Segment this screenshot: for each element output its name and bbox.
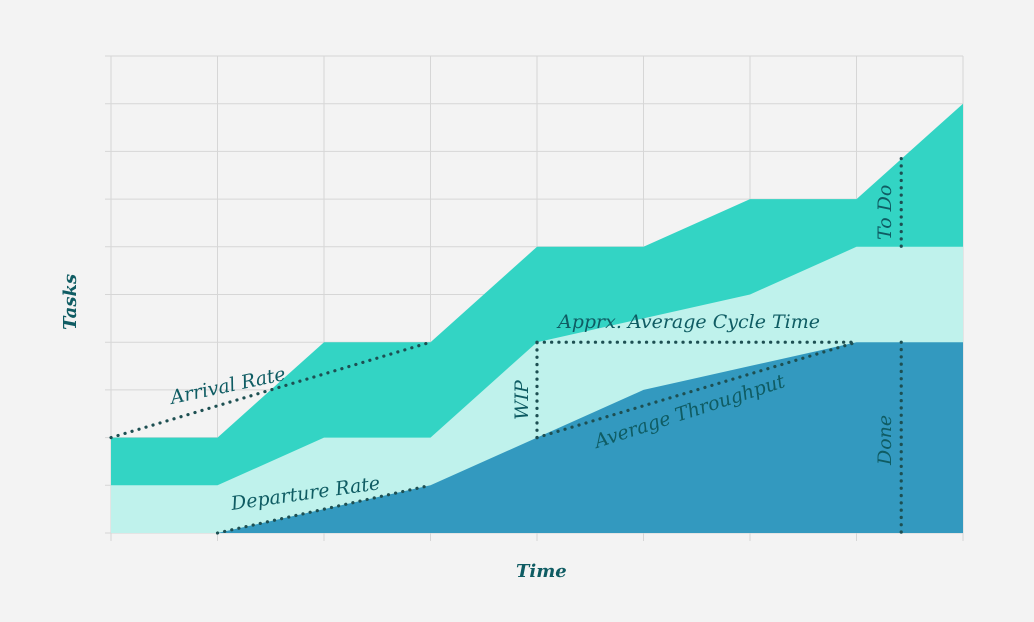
done-label: Done (874, 415, 896, 466)
wip-label: WIP (511, 379, 533, 420)
x-axis-title: Time (516, 561, 567, 582)
throughput-line (535, 340, 859, 440)
y-axis-title: Tasks (60, 274, 81, 330)
cycle-time-label: Apprx. Average Cycle Time (556, 311, 820, 333)
todo-label: To Do (874, 185, 896, 240)
arrival-line (109, 340, 433, 440)
axis-titles: Time Tasks (60, 274, 567, 582)
departure-line (215, 483, 433, 535)
annotation-lines (109, 156, 903, 535)
